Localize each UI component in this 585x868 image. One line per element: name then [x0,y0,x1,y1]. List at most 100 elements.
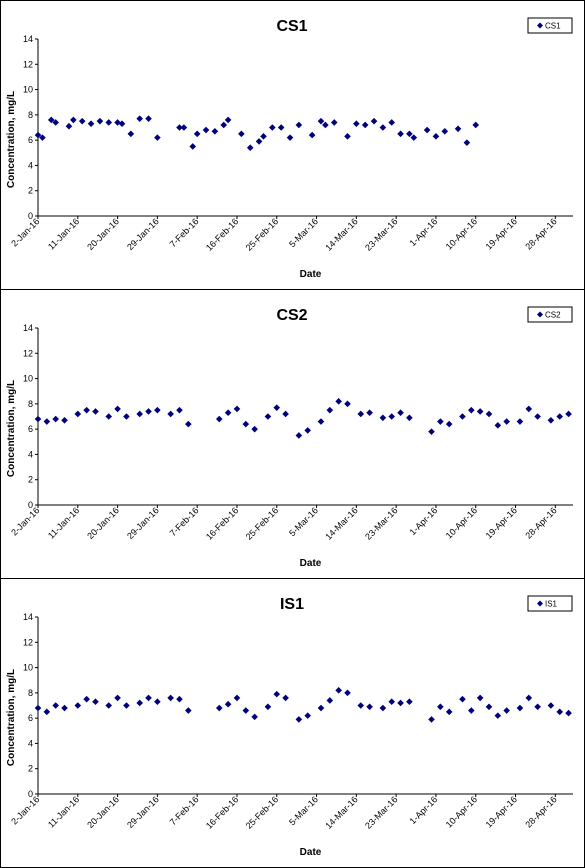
y-tick-label: 6 [28,713,33,723]
data-point [330,119,338,126]
data-point [65,122,73,130]
legend: CS2 [527,306,573,323]
data-point [74,702,82,709]
data-point [556,413,564,420]
y-tick-label: 6 [28,135,33,145]
y-tick-label: 14 [23,612,33,622]
x-tick-label: 23-Mar-16 [363,505,399,541]
data-point [317,418,325,425]
x-tick-label: 16-Feb-16 [204,794,240,830]
data-point [105,119,113,126]
data-point [308,131,316,139]
data-point [344,400,351,408]
data-point [295,121,303,129]
data-point [52,119,59,126]
x-tick-label: 5-Mar-16 [287,794,320,827]
data-point [406,414,413,422]
data-point [224,700,232,708]
data-point [39,134,46,141]
data-point [485,410,493,418]
data-point [269,124,276,131]
data-point [277,124,285,131]
data-point [233,405,241,413]
data-point [211,127,219,135]
data-point [556,708,564,716]
x-tick-label: 7-Feb-16 [168,505,201,538]
legend-marker [537,311,543,318]
data-point [52,702,59,709]
data-point [176,695,183,703]
data-point [344,133,351,140]
x-tick-label: 11-Jan-16 [46,794,81,829]
data-point [74,410,82,418]
data-point [145,694,152,702]
y-tick-label: 6 [28,424,33,434]
x-tick-label: 1-Apr-16 [408,505,440,537]
x-tick-label: 14-Mar-16 [323,794,359,830]
data-point [238,130,245,138]
data-point [445,708,453,716]
data-point [397,409,404,417]
legend: IS1 [527,595,573,612]
data-point [154,698,161,706]
data-point [118,120,126,128]
y-tick-label: 2 [28,764,33,774]
data-point [167,410,174,418]
x-tick-label: 11-Jan-16 [46,216,81,251]
x-axis-title: Date [300,269,322,280]
data-point [361,121,369,129]
data-point [379,704,387,712]
chart-panel-cs1: CS1 0 2 4 6 8 10 12 14 2-Jan-16 11-Jan-16 20-Jan-16… [0,0,585,290]
data-point [286,134,294,141]
data-point [202,126,210,134]
data-point [335,687,342,694]
x-tick-label: 2-Jan-16 [9,216,41,248]
data-point [167,694,174,702]
data-point [317,704,325,712]
x-tick-label: 19-Apr-16 [484,794,519,829]
data-point [273,690,281,698]
x-tick-label: 25-Feb-16 [244,794,280,830]
data-point [295,716,303,723]
x-tick-label: 7-Feb-16 [168,794,201,827]
chart-title: CS2 [276,307,307,324]
y-tick-label: 10 [23,663,33,673]
y-tick-label: 12 [23,637,33,647]
x-tick-label: 7-Feb-16 [168,216,201,249]
x-tick-label: 19-Apr-16 [484,216,519,251]
x-tick-label: 2-Jan-16 [9,505,41,537]
y-tick-label: 12 [23,348,33,358]
chart-svg-cs1: CS1 0 2 4 6 8 10 12 14 2-Jan-16 11-Jan-16 20-Jan-16… [6,17,573,280]
data-point [397,130,404,138]
y-tick-label: 10 [23,374,33,384]
y-tick-label: 10 [23,85,33,95]
data-point [366,703,373,711]
data-point [534,413,541,420]
data-point [83,406,90,414]
data-point [472,121,480,129]
x-tick-label: 29-Jan-16 [125,216,161,252]
x-tick-label: 19-Apr-16 [484,505,519,540]
chart-svg-is1: IS1 0 2 4 6 8 10 12 14 2-Jan-16 11-Jan-16 20-Jan-16… [6,595,573,858]
data-point [34,131,42,139]
data-point [379,414,387,422]
data-point [105,413,113,420]
data-point [242,707,250,714]
x-tick-label: 10-Apr-16 [444,505,479,540]
data-point [260,133,267,140]
x-tick-label: 2-Jan-16 [9,794,41,826]
legend-box [527,17,573,34]
y-tick-label: 0 [28,211,33,221]
x-tick-label: 11-Jan-16 [46,505,81,540]
data-point [357,702,365,709]
chart-title: IS1 [280,596,304,613]
data-point [565,410,572,418]
data-point [428,428,435,435]
x-tick-label: 10-Apr-16 [444,216,479,251]
x-axis-title: Date [300,558,322,569]
data-point [525,694,533,702]
data-point [534,703,541,711]
y-tick-label: 14 [23,323,33,333]
legend-marker [537,600,543,607]
x-tick-label: 16-Feb-16 [204,505,240,541]
